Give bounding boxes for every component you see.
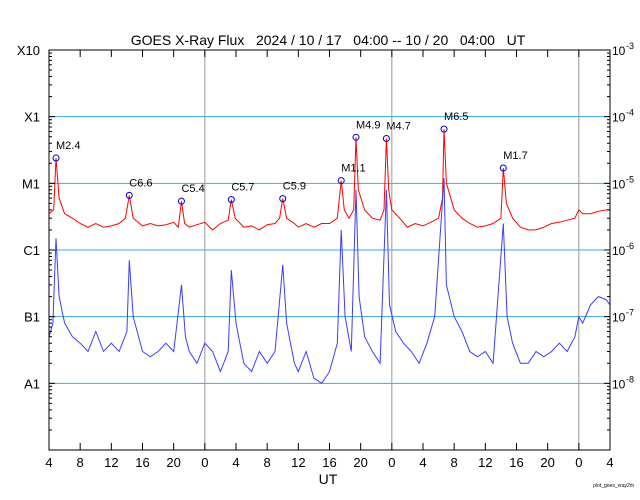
x-tick-label: 20	[540, 455, 554, 470]
left-axis-class-label: A1	[24, 376, 40, 391]
flare-marker	[125, 191, 133, 199]
right-axis-label-base: 10	[612, 311, 626, 325]
x-tick-label: 12	[104, 455, 118, 470]
flare-marker	[352, 133, 360, 141]
x-tick-label: 4	[419, 455, 426, 470]
flare-label: C6.6	[129, 177, 152, 189]
flare-marker	[337, 177, 345, 185]
x-tick-label: 4	[232, 455, 239, 470]
flare-label: M4.9	[356, 119, 380, 131]
right-axis-label-exponent: -7	[626, 308, 634, 318]
flare-marker	[52, 154, 60, 162]
flare-label: M1.1	[341, 163, 365, 175]
flare-label: C5.7	[231, 182, 254, 194]
flare-marker	[279, 195, 287, 203]
flare-label: M6.5	[444, 111, 468, 123]
right-axis-label-base: 10	[612, 44, 626, 58]
x-axis-label: UT	[319, 471, 338, 487]
x-tick-label: 16	[135, 455, 149, 470]
right-axis-label-exponent: -4	[626, 108, 634, 118]
flare-marker	[227, 196, 235, 204]
x-tick-label: 20	[166, 455, 180, 470]
x-tick-label: 0	[388, 455, 395, 470]
right-axis-label-base: 10	[612, 111, 626, 125]
left-axis-class-label: M1	[22, 176, 40, 191]
x-tick-label: 12	[291, 455, 305, 470]
x-tick-label: 16	[322, 455, 336, 470]
x-tick-label: 4	[606, 455, 613, 470]
right-axis-label-base: 10	[612, 244, 626, 258]
flare-label: M4.7	[386, 121, 410, 133]
flare-marker	[440, 125, 448, 133]
right-axis-label-base: 10	[612, 177, 626, 191]
x-tick-label: 8	[451, 455, 458, 470]
credit-text: plot_goes_xray2m	[593, 483, 634, 489]
right-axis-label-exponent: -3	[626, 41, 634, 51]
chart-title: GOES X-Ray Flux 2024 / 10 / 17 04:00 -- …	[131, 32, 526, 48]
left-axis-class-label: C1	[23, 243, 40, 258]
series-long-line	[48, 129, 610, 231]
series-short-line	[48, 178, 611, 384]
right-axis-label-exponent: -8	[626, 374, 634, 384]
flare-marker	[382, 135, 390, 143]
x-tick-label: 16	[509, 455, 523, 470]
x-tick-label: 8	[77, 455, 84, 470]
right-axis-label-base: 10	[612, 377, 626, 391]
x-tick-label: 0	[201, 455, 208, 470]
flare-label: C5.4	[181, 183, 204, 195]
left-axis-class-label: X1	[24, 110, 40, 125]
x-tick-label: 4	[45, 455, 52, 470]
flare-label: M2.4	[56, 140, 80, 152]
x-tick-label: 20	[353, 455, 367, 470]
right-axis-label-exponent: -5	[626, 174, 634, 184]
left-axis-class-label: X10	[17, 43, 40, 58]
left-axis-class-label: B1	[24, 310, 40, 325]
flare-marker	[499, 164, 507, 172]
x-tick-label: 12	[478, 455, 492, 470]
flare-label: C5.9	[283, 181, 306, 193]
flare-marker	[177, 197, 185, 205]
right-axis-label-exponent: -6	[626, 241, 634, 251]
x-tick-label: 8	[264, 455, 271, 470]
flare-label: M1.7	[503, 150, 527, 162]
x-tick-label: 0	[575, 455, 582, 470]
